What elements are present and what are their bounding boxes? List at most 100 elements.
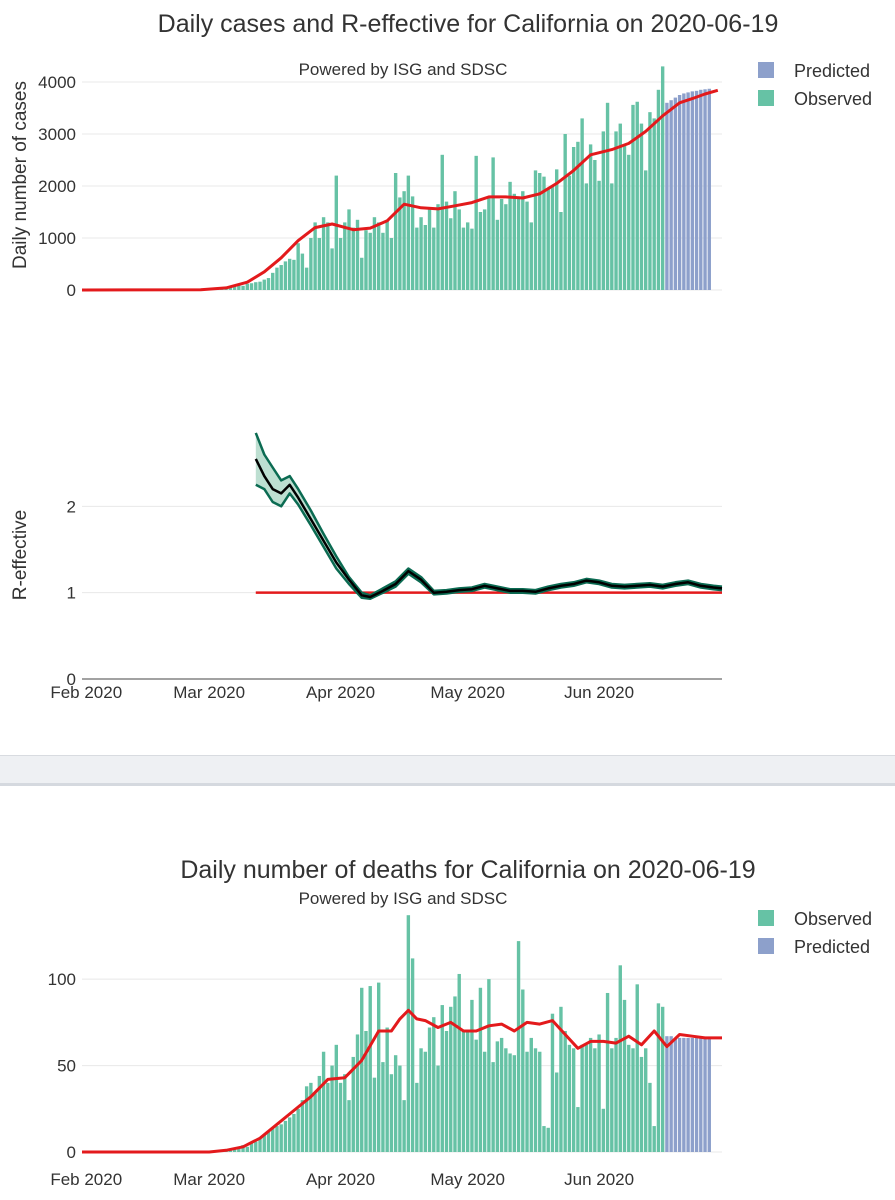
observed-bar: [550, 1013, 555, 1152]
cases-legend[interactable]: Predicted Observed: [758, 61, 872, 109]
predicted-bar: [707, 1037, 711, 1152]
predicted-bar: [682, 93, 686, 290]
reff-y-axis-label: R-effective: [10, 510, 31, 600]
observed-bar: [402, 191, 406, 290]
observed-bar: [444, 1031, 449, 1152]
cases-and-reff-panel: Daily cases and R-effective for Californ…: [10, 10, 873, 702]
observed-bar: [512, 193, 517, 290]
observed-bar: [639, 123, 644, 290]
legend-label-predicted: Predicted: [794, 61, 870, 81]
observed-bar: [478, 212, 483, 290]
observed-bar: [351, 227, 355, 290]
observed-bar: [271, 1127, 275, 1152]
x-tick-label: Apr 2020: [306, 1170, 375, 1189]
observed-bar: [588, 1037, 593, 1152]
observed-bar: [381, 1062, 385, 1152]
predicted-bar: [699, 89, 703, 290]
observed-bar: [245, 283, 249, 290]
deaths-legend[interactable]: Observed Predicted: [758, 909, 872, 957]
observed-bar: [584, 183, 589, 290]
predicted-bar: [665, 102, 669, 290]
x-tick-label: Apr 2020: [306, 683, 375, 702]
observed-bar: [521, 191, 525, 290]
observed-bar: [610, 183, 614, 290]
legend-item-observed[interactable]: Observed: [758, 89, 872, 109]
predicted-bar: [703, 1037, 707, 1152]
observed-bar: [555, 169, 559, 290]
observed-bar: [542, 1126, 546, 1152]
legend-item-predicted[interactable]: Predicted: [758, 937, 870, 957]
observed-bar: [482, 209, 487, 290]
observed-bar: [648, 112, 652, 290]
observed-bar: [504, 204, 508, 290]
observed-bar: [427, 207, 432, 290]
observed-bar: [538, 173, 542, 290]
legend-item-observed[interactable]: Observed: [758, 909, 872, 929]
observed-bar: [491, 1062, 495, 1152]
deaths-chart-title: Daily number of deaths for California on…: [180, 856, 755, 884]
predicted-bar: [707, 88, 711, 290]
observed-bar: [389, 238, 394, 290]
observed-bar: [368, 232, 372, 290]
observed-bar: [258, 1138, 262, 1152]
observed-bar: [588, 144, 593, 290]
observed-bar: [495, 1041, 500, 1152]
observed-bar: [334, 1044, 338, 1152]
y-tick-label: 1: [67, 584, 76, 603]
observed-bar: [516, 941, 521, 1152]
observed-bar: [470, 999, 474, 1152]
predicted-bar: [677, 1037, 682, 1152]
observed-bar: [614, 1037, 618, 1152]
observed-bar: [508, 181, 512, 290]
observed-bar: [389, 1074, 394, 1152]
observed-bar: [546, 188, 550, 290]
observed-bar: [470, 228, 474, 290]
observed-bar: [423, 1051, 428, 1152]
observed-bar: [249, 283, 254, 290]
x-tick-label: Jun 2020: [564, 683, 634, 702]
observed-bar: [648, 1082, 652, 1152]
observed-bar: [521, 989, 525, 1152]
observed-bar: [652, 118, 656, 291]
observed-bar: [644, 170, 648, 290]
observed-bar: [275, 267, 279, 290]
observed-bar: [576, 141, 580, 290]
observed-bar: [495, 219, 500, 290]
observed-bar: [584, 1044, 589, 1152]
y-tick-label: 0: [67, 281, 76, 300]
observed-bar: [410, 958, 415, 1152]
cases-y-axis-label: Daily number of cases: [10, 81, 31, 269]
predicted-bar: [690, 91, 695, 290]
observed-bar: [271, 272, 275, 290]
observed-bar: [482, 1051, 487, 1152]
legend-item-predicted[interactable]: Predicted: [758, 61, 870, 81]
observed-bar: [635, 101, 639, 290]
observed-bar: [304, 267, 309, 290]
observed-bar: [334, 175, 338, 290]
observed-bar: [393, 173, 398, 290]
observed-bar: [355, 1034, 360, 1152]
observed-bar: [410, 196, 415, 290]
observed-bar: [567, 175, 572, 290]
observed-bar: [538, 1051, 542, 1152]
observed-bar: [241, 1145, 245, 1152]
observed-bar: [304, 1086, 309, 1152]
observed-bar: [580, 118, 584, 291]
observed-bar: [237, 285, 241, 290]
observed-bar: [385, 1027, 389, 1152]
y-tick-label: 50: [57, 1057, 76, 1076]
observed-bar: [631, 104, 635, 290]
observed-bar: [283, 261, 288, 290]
observed-bar: [487, 196, 491, 290]
observed-bar: [576, 1107, 580, 1152]
predicted-bar: [703, 89, 707, 290]
observed-bar: [487, 979, 491, 1152]
y-tick-label: 100: [48, 970, 76, 989]
observed-bar: [317, 238, 322, 290]
observed-bar: [618, 123, 622, 290]
observed-bar: [593, 1048, 597, 1152]
observed-bar: [237, 1146, 241, 1152]
y-tick-label: 2: [67, 497, 76, 516]
observed-bar: [372, 217, 377, 290]
observed-bar: [292, 1113, 296, 1152]
